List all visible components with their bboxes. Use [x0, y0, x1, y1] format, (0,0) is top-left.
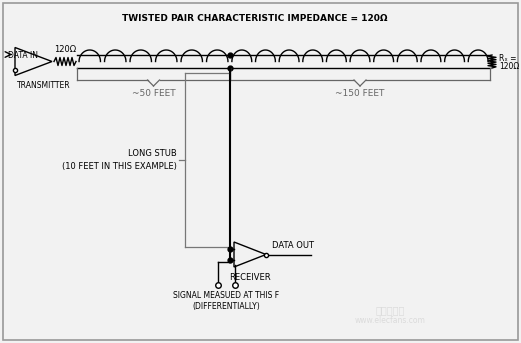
Text: SIGNAL MEASUED AT THIS F: SIGNAL MEASUED AT THIS F: [173, 291, 280, 300]
Text: Rₓ =: Rₓ =: [499, 54, 516, 63]
Text: DATA OUT: DATA OUT: [272, 240, 314, 249]
Text: www.elecfans.com: www.elecfans.com: [355, 316, 426, 325]
Text: ~150 FEET: ~150 FEET: [336, 89, 384, 98]
Text: TRANSMITTER: TRANSMITTER: [17, 82, 71, 91]
Text: LONG STUB: LONG STUB: [128, 150, 177, 158]
Text: ~50 FEET: ~50 FEET: [132, 89, 175, 98]
Text: 电子发烧友: 电子发烧友: [375, 305, 405, 315]
Text: 120Ω: 120Ω: [54, 46, 76, 55]
Text: TWISTED PAIR CHARACTERISTIC IMPEDANCE = 120Ω: TWISTED PAIR CHARACTERISTIC IMPEDANCE = …: [122, 14, 388, 23]
Text: (10 FEET IN THIS EXAMPLE): (10 FEET IN THIS EXAMPLE): [62, 162, 177, 170]
Text: RECEIVER: RECEIVER: [229, 273, 271, 282]
Text: (DIFFERENTIALLY): (DIFFERENTIALLY): [193, 302, 260, 311]
Text: DATA IN: DATA IN: [8, 51, 38, 60]
Text: 120Ω: 120Ω: [499, 62, 519, 71]
